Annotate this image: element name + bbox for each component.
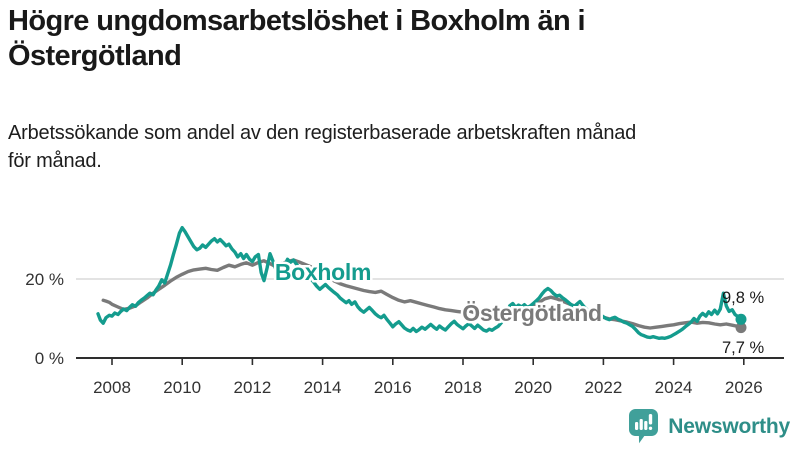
x-axis-label-2020: 2020 <box>514 378 552 397</box>
newsworthy-logo-text: Newsworthy <box>668 415 790 438</box>
chart-title-line-1: Högre ungdomsarbetslöshet i Boxholm än i <box>8 5 586 37</box>
x-axis-label-2016: 2016 <box>374 378 412 397</box>
newsworthy-logo[interactable]: Newsworthy <box>628 408 790 446</box>
chart-subtitle-line-2: för månad. <box>8 150 102 172</box>
ostergotland-end-dot <box>735 322 747 334</box>
boxholm-line <box>96 226 743 341</box>
x-axis-label-2014: 2014 <box>304 378 342 397</box>
ostergotland-series-label: Östergötland <box>462 300 602 326</box>
chart-title: Högre ungdomsarbetslöshet i Boxholm än i… <box>8 4 768 74</box>
x-axis-label-2026: 2026 <box>725 378 763 397</box>
y-axis-label-0: 0 % <box>35 349 64 368</box>
chart-subtitle-line-1: Arbetssökande som andel av den registerb… <box>8 122 637 144</box>
x-axis-label-2018: 2018 <box>444 378 482 397</box>
ostergotland-end-value-label: 7,7 % <box>722 339 765 357</box>
boxholm-end-value-label: 9,8 % <box>722 289 765 307</box>
boxholm-series-label: Boxholm <box>275 259 371 285</box>
unemployment-line-chart: 20 % 0 % 2008 2010 2012 2014 2016 2018 2020 2022 2… <box>25 226 784 397</box>
x-axis-label-2024: 2024 <box>655 378 693 397</box>
chart-subtitle: Arbetssökande som andel av den registerb… <box>8 119 788 175</box>
speech-bubble-shape <box>629 409 659 444</box>
x-axis-label-2008: 2008 <box>93 378 131 397</box>
y-axis-label-20: 20 % <box>25 270 64 289</box>
boxholm-end-dot <box>735 313 747 325</box>
newsworthy-logo-icon <box>629 409 659 444</box>
chart-title-line-2: Östergötland <box>8 40 182 72</box>
x-axis-label-2010: 2010 <box>163 378 201 397</box>
bar-chart-glyph <box>635 414 653 430</box>
x-axis-label-2012: 2012 <box>233 378 271 397</box>
ostergotland-line <box>101 258 743 330</box>
x-axis-label-2022: 2022 <box>584 378 622 397</box>
